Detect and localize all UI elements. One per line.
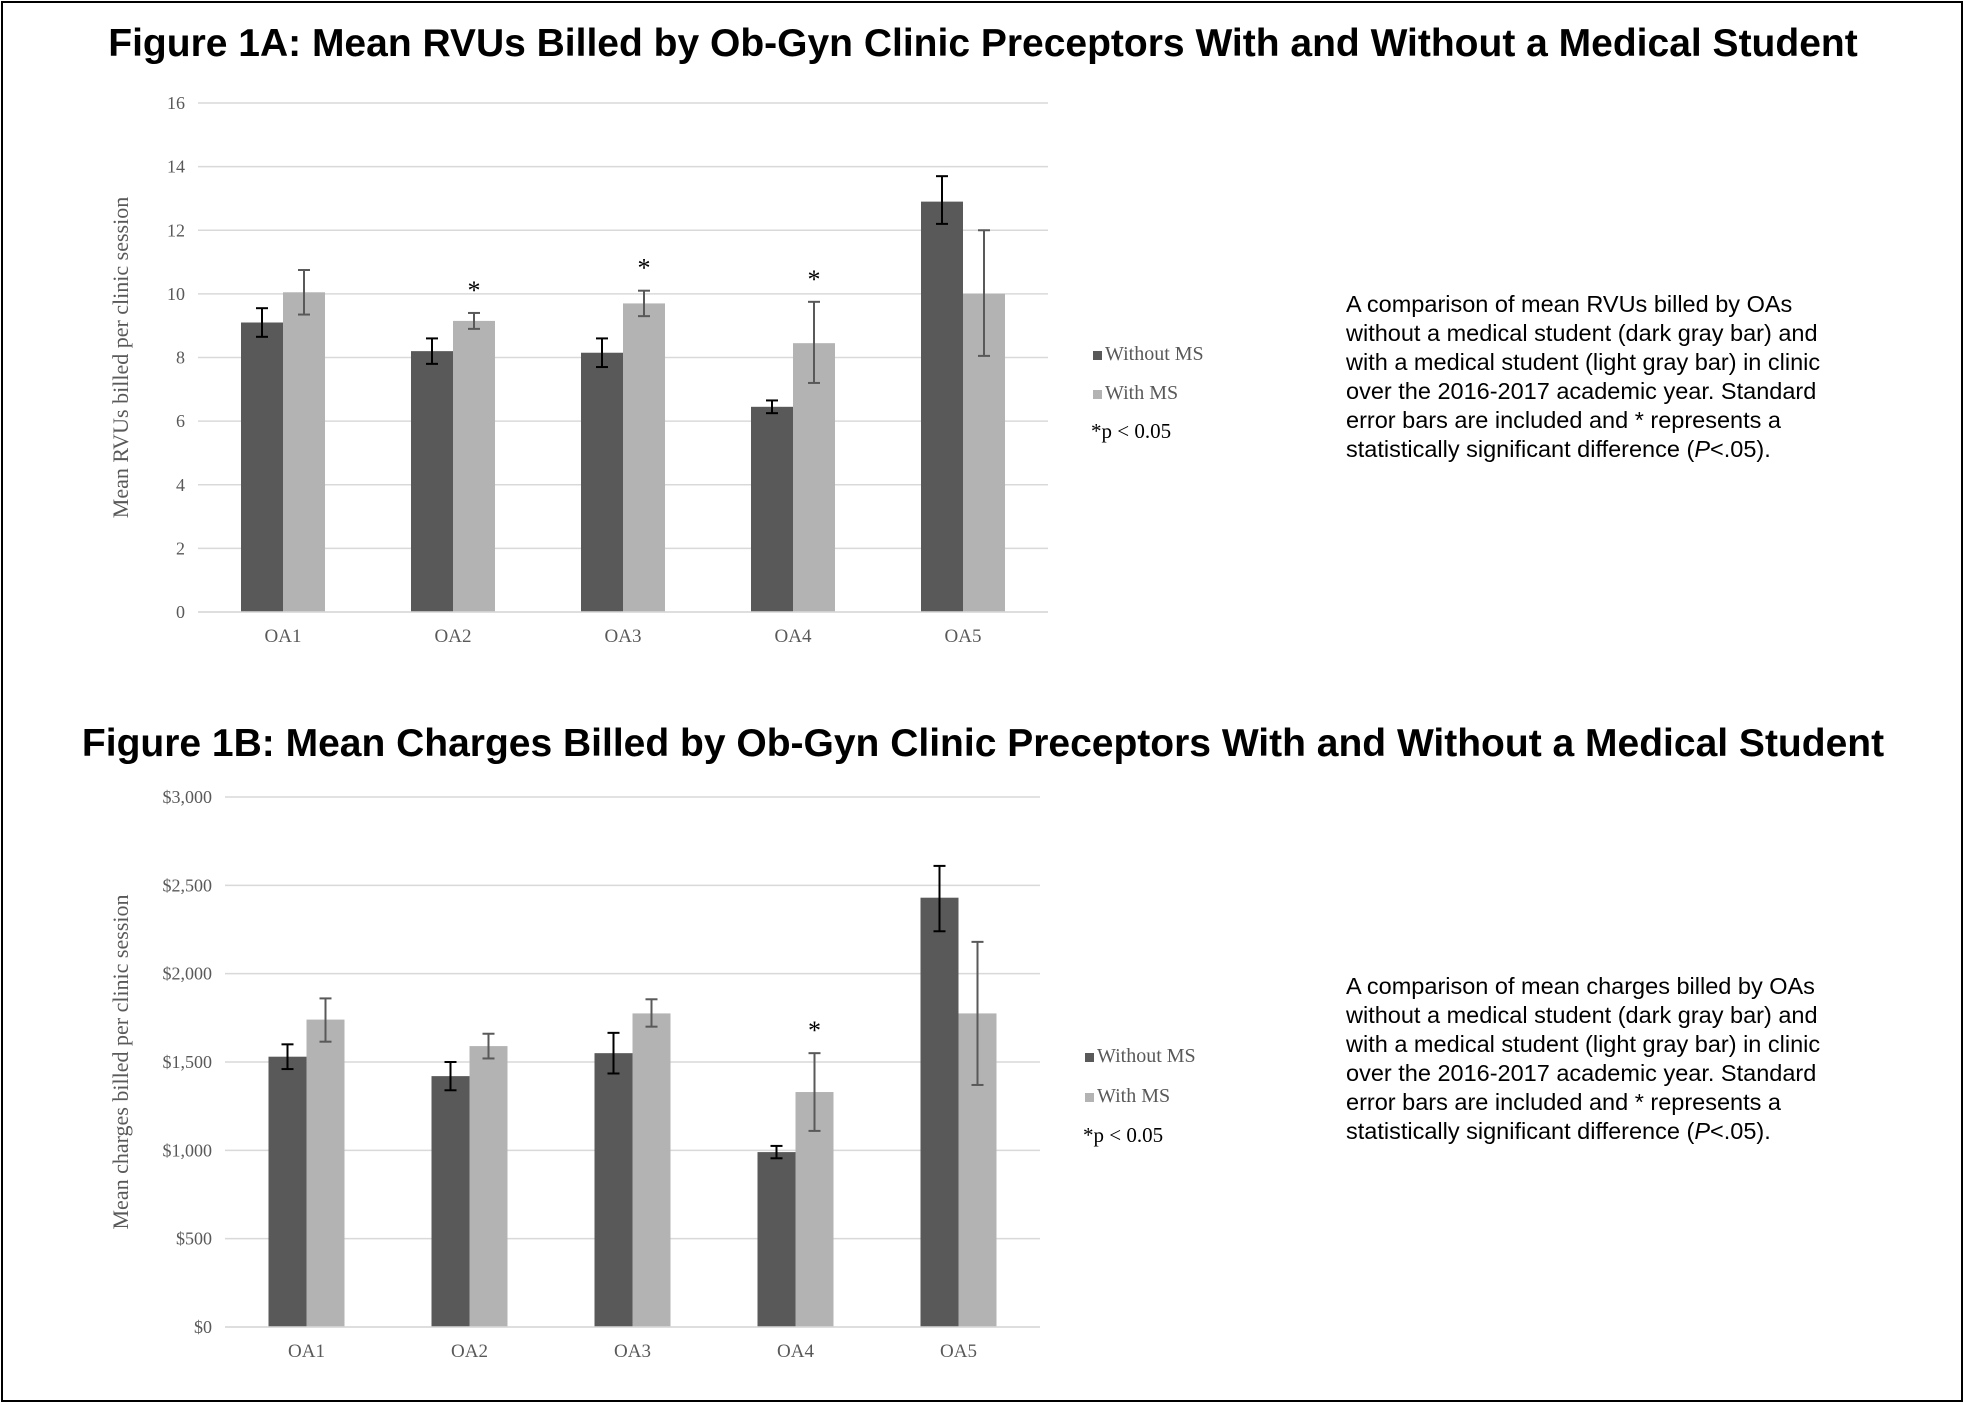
caption-line: error bars are included and * represents… [1346,407,1781,433]
bar-without-ms [241,322,283,612]
y-tick-label: $3,000 [163,787,213,807]
caption-line: statistically significant difference (P<… [1346,1118,1771,1144]
bar-with-ms [283,292,325,612]
caption-line: error bars are included and * represents… [1346,1089,1781,1115]
caption-line: without a medical student (dark gray bar… [1346,320,1818,346]
caption-line: without a medical student (dark gray bar… [1346,1002,1818,1028]
bar-without-ms [581,352,623,612]
significance-marker: * [808,1016,821,1045]
caption-line: over the 2016-2017 academic year. Standa… [1346,378,1817,404]
y-tick-label: 0 [176,602,185,622]
legend-swatch [1093,390,1102,399]
legend-label: With MS [1097,1085,1170,1107]
y-tick-label: $1,500 [163,1052,213,1072]
figure-1b-caption: A comparison of mean charges billed by O… [1346,972,1891,1146]
caption-line: with a medical student (light gray bar) … [1346,1031,1821,1057]
bar-without-ms [757,1152,796,1327]
bar-without-ms [431,1076,470,1327]
y-tick-label: $1,000 [163,1140,213,1160]
y-tick-label: $2,000 [163,964,213,984]
significance-marker: * [638,254,651,283]
x-tick-label: OA5 [940,1341,977,1362]
y-tick-label: 8 [176,348,185,368]
x-tick-label: OA2 [435,626,472,647]
bar-without-ms [594,1053,633,1327]
figure-1a-chart: 0 2 4 6 8 10 12 14 16 Mean RVUs billed per clinic… [108,93,1204,647]
y-tick-label: 16 [167,93,185,113]
x-tick-label: OA3 [605,626,642,647]
y-tick-label: 12 [167,220,185,240]
figure-1a-caption: A comparison of mean RVUs billed by OAs … [1346,290,1891,464]
bar-without-ms [411,351,453,612]
y-tick-label: 14 [167,157,185,177]
legend-label: Without MS [1097,1045,1196,1067]
caption-line: over the 2016-2017 academic year. Standa… [1346,1060,1817,1086]
legend-swatch [1093,351,1102,360]
y-axis-label: Mean RVUs billed per clinic session [108,197,133,518]
y-tick-label: 10 [167,284,185,304]
y-tick-label: $0 [194,1317,212,1337]
y-tick-label: $2,500 [163,875,213,895]
legend-label: With MS [1105,382,1178,404]
caption-line: A comparison of mean RVUs billed by OAs [1346,291,1793,317]
caption-line: A comparison of mean charges billed by O… [1346,973,1815,999]
y-tick-label: 2 [176,538,185,558]
bar-with-ms [453,320,495,612]
bar-without-ms [920,897,959,1327]
significance-marker: * [468,276,481,305]
figure-1b-title: Figure 1B: Mean Charges Billed by Ob-Gyn… [81,722,1885,765]
x-tick-label: OA5 [945,626,982,647]
bar-without-ms [751,406,793,612]
legend-swatch [1085,1093,1094,1102]
x-tick-label: OA1 [265,626,302,647]
bar-without-ms [268,1056,307,1327]
y-tick-label: 6 [176,411,185,431]
bar-with-ms [469,1046,508,1327]
bar-with-ms [632,1013,671,1327]
x-tick-label: OA4 [777,1341,814,1362]
bar-with-ms [793,343,835,612]
caption-line: statistically significant difference (P<… [1346,436,1771,462]
x-tick-label: OA2 [451,1341,488,1362]
y-axis-label: Mean charges billed per clinic session [108,895,133,1230]
bar-without-ms [921,201,963,612]
x-tick-label: OA4 [775,626,812,647]
y-tick-label: 4 [176,475,185,495]
significance-marker: * [808,265,821,294]
x-tick-label: OA1 [288,1341,325,1362]
significance-note: *p < 0.05 [1091,419,1171,443]
figure-1b-chart: $0 $500 $1,000 $1,500 $2,000 $2,500 $3,000 Mean… [108,787,1196,1362]
x-tick-label: OA3 [614,1341,651,1362]
bar-with-ms [306,1019,345,1327]
significance-note: *p < 0.05 [1083,1123,1163,1147]
bar-with-ms [623,303,665,612]
caption-line: with a medical student (light gray bar) … [1346,349,1821,375]
y-tick-label: $500 [176,1229,212,1249]
legend-swatch [1085,1053,1094,1062]
figure-1a-title: Figure 1A: Mean RVUs Billed by Ob-Gyn Cl… [108,22,1858,65]
legend-label: Without MS [1105,343,1204,365]
